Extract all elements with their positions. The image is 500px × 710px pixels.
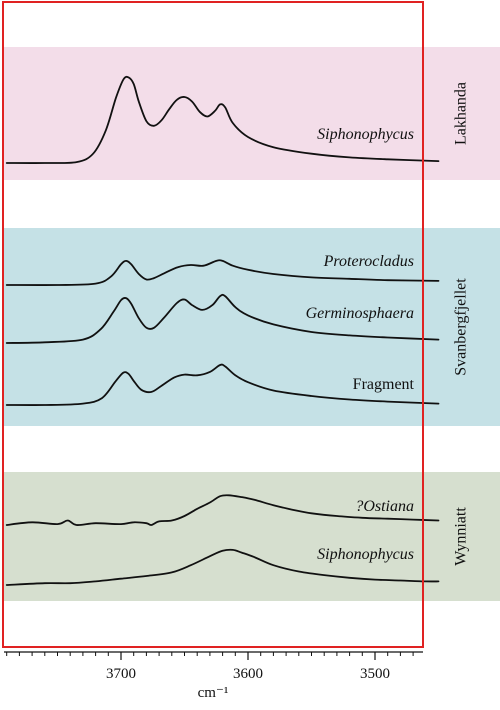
group-labels: Lakhanda Svanbergfjellet Wynniatt bbox=[453, 82, 470, 566]
trace-ostiana-wynniatt bbox=[5, 494, 440, 526]
spectra-traces bbox=[5, 75, 440, 586]
group-bands bbox=[3, 47, 500, 601]
x-axis-label: cm⁻¹ bbox=[198, 685, 229, 701]
band-wynniatt bbox=[3, 472, 500, 601]
series-label-siphonophycus-lakhanda: Siphonophycus bbox=[317, 126, 414, 143]
series-label-fragment-svanbergfjellet: Fragment bbox=[353, 376, 415, 393]
x-tick-label: 3700 bbox=[106, 666, 136, 682]
x-axis: 3700 3600 3500 bbox=[4, 651, 423, 682]
x-tick-label: 3500 bbox=[360, 666, 390, 682]
series-label-proterocladus-svanbergfjellet: Proterocladus bbox=[323, 253, 414, 270]
series-label-siphonophycus-wynniatt: Siphonophycus bbox=[317, 546, 414, 563]
trace-siphonophycus-lakhanda bbox=[5, 75, 440, 164]
group-label-svanbergfjellet: Svanbergfjellet bbox=[453, 278, 470, 376]
trace-germinosphaera-svanbergfjellet bbox=[5, 293, 440, 344]
group-label-lakhanda: Lakhanda bbox=[453, 82, 470, 145]
x-tick-label: 3600 bbox=[233, 666, 263, 682]
trace-fragment-svanbergfjellet bbox=[5, 363, 440, 406]
trace-siphonophycus-wynniatt bbox=[5, 548, 440, 586]
band-svanbergfjellet bbox=[3, 228, 500, 426]
group-label-wynniatt: Wynniatt bbox=[453, 507, 470, 566]
series-label-ostiana-wynniatt: ?Ostiana bbox=[355, 498, 414, 515]
series-labels: Siphonophycus Proterocladus Germinosphaera… bbox=[306, 126, 415, 563]
trace-proterocladus-svanbergfjellet bbox=[5, 259, 440, 286]
series-label-germinosphaera-svanbergfjellet: Germinosphaera bbox=[306, 305, 414, 322]
band-lakhanda bbox=[3, 47, 500, 180]
plot-frame bbox=[2, 1, 424, 648]
